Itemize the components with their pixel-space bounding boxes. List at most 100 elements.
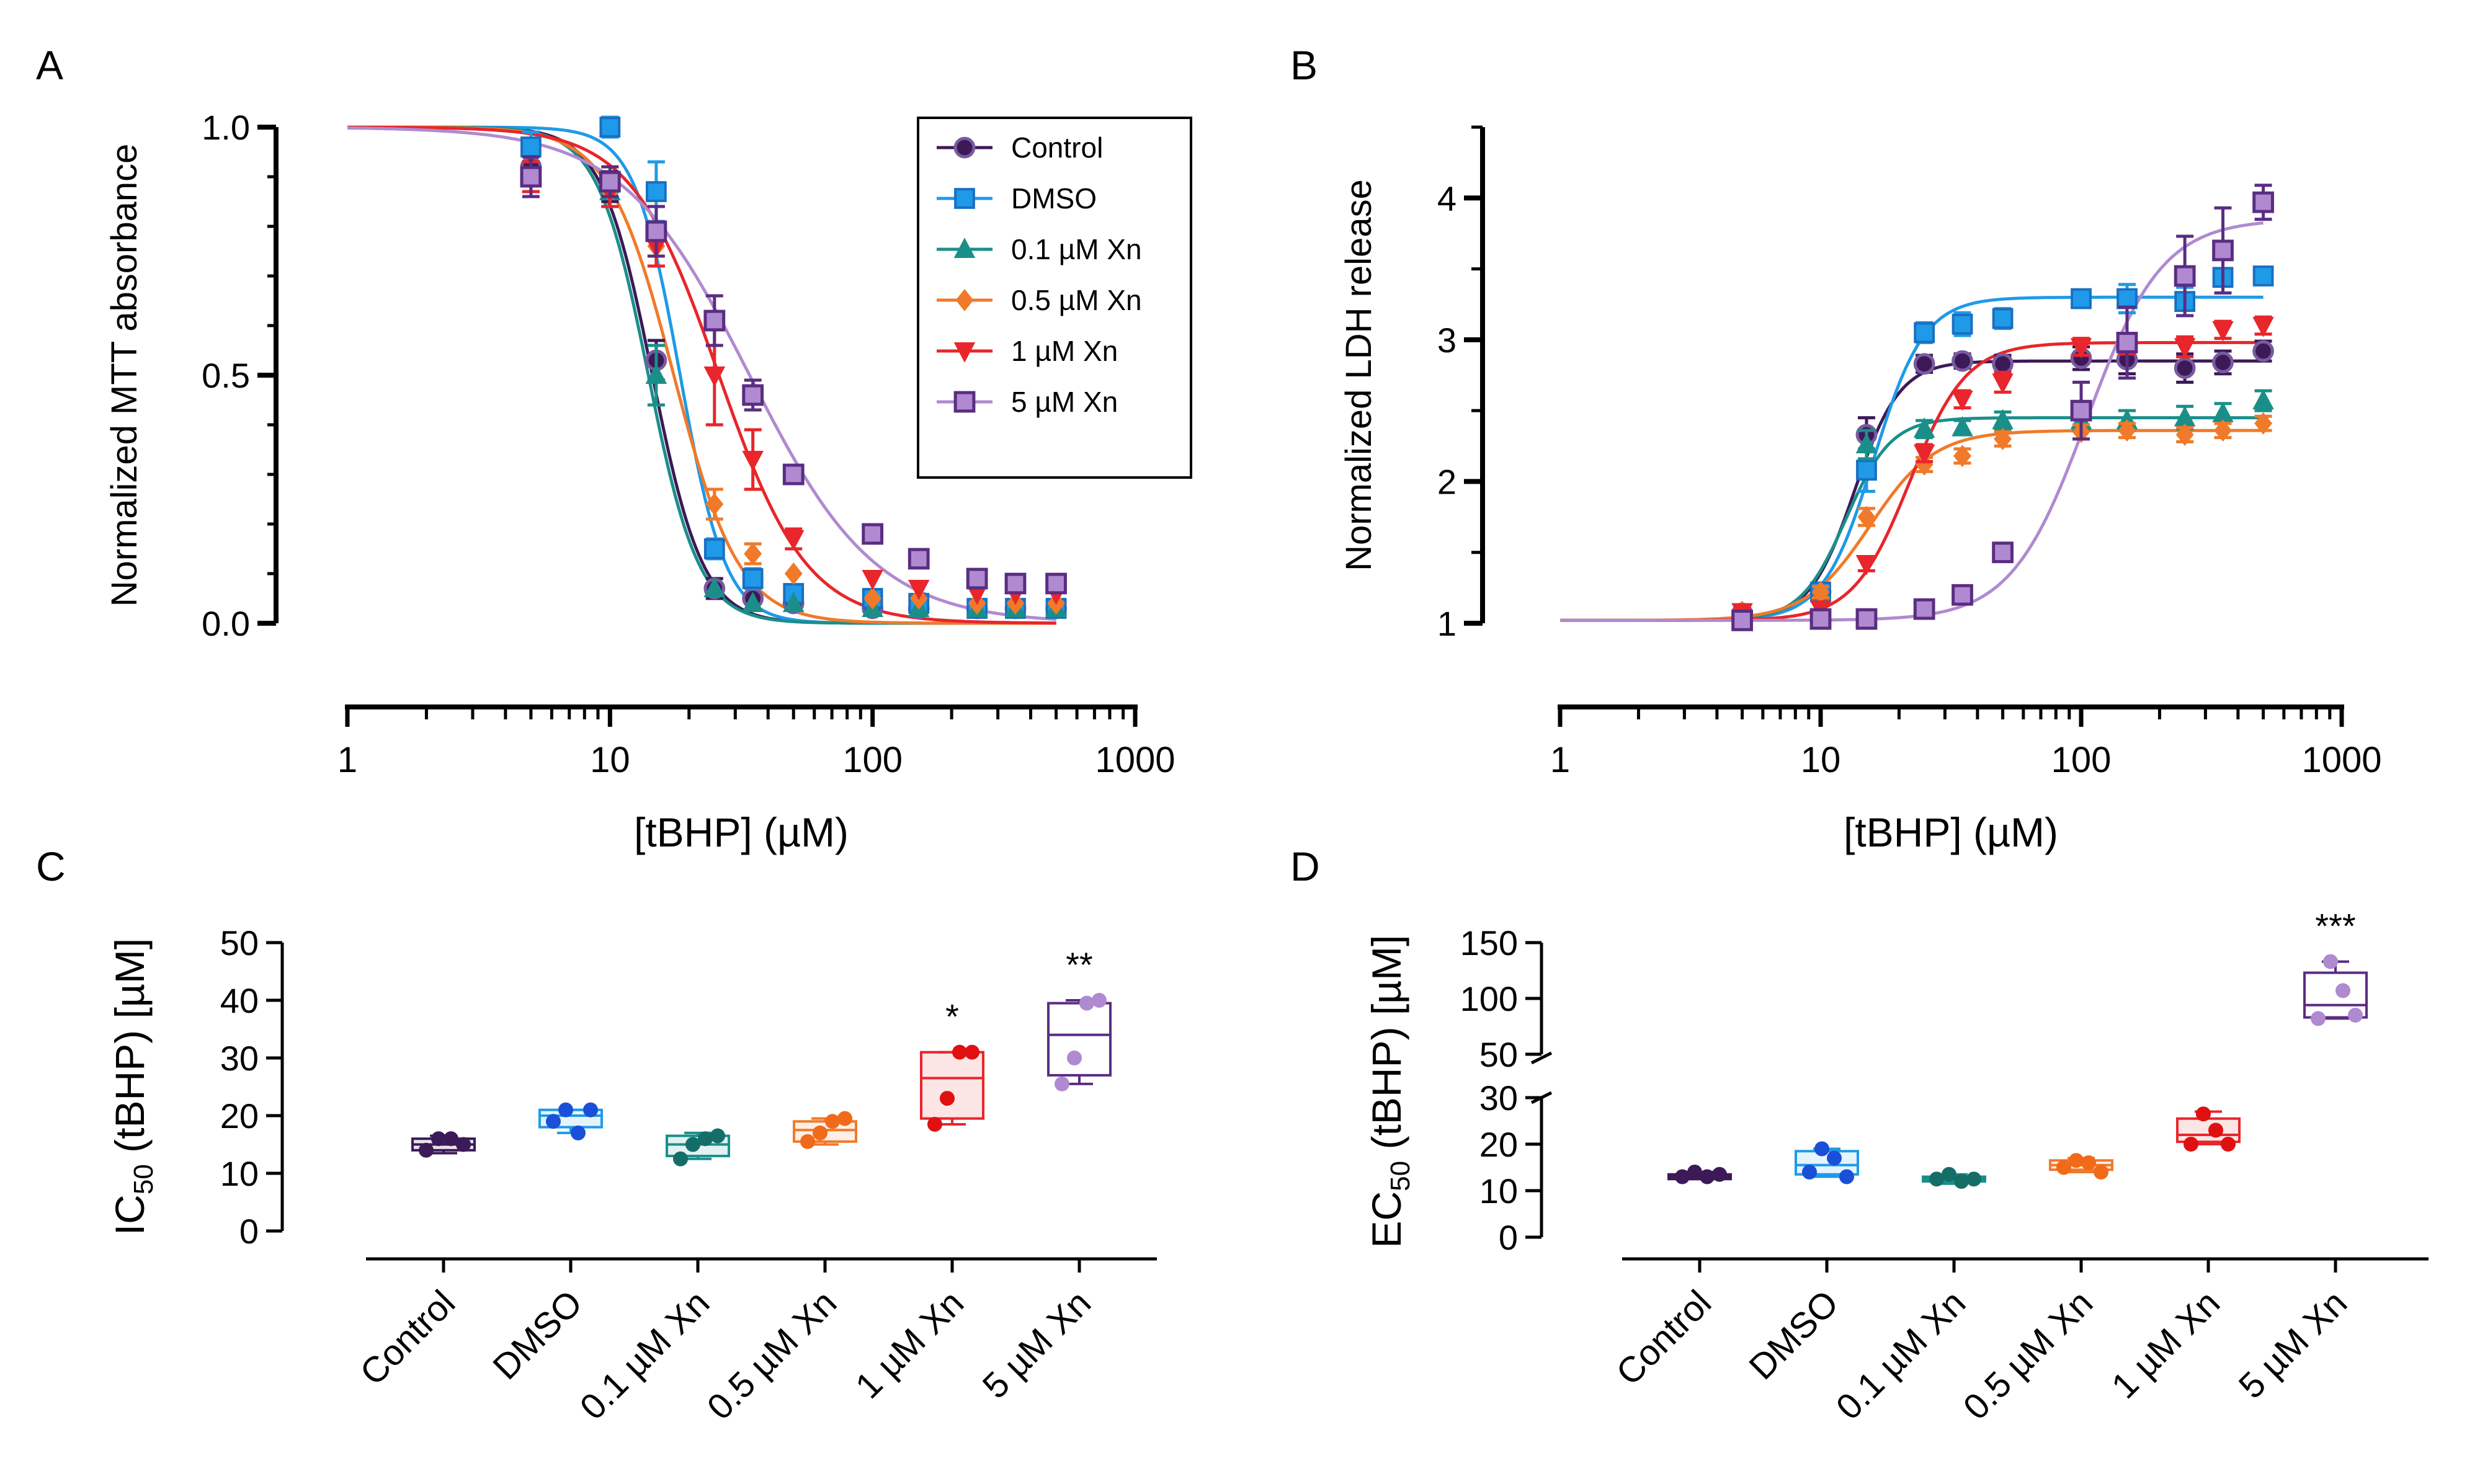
data-point-dmso <box>1992 308 2014 329</box>
legend-marker-1-um-xn <box>953 342 976 363</box>
data-point-0-1-um-xn <box>698 1131 713 1147</box>
fit-curve-1-um-xn <box>1560 340 2264 622</box>
data-point-dmso <box>742 568 764 589</box>
data-point-0-1-um-xn <box>645 363 667 384</box>
data-point-5-um-xn <box>1067 1051 1082 1065</box>
data-point-5-um-xn <box>1092 993 1107 1008</box>
panel-d-ec50-boxplot: D 50 100 150 0 10 20 30 EC50 (tBHP) [µM] Control D… <box>1290 843 2429 1428</box>
data-point-0-1-um-xn <box>710 1128 725 1144</box>
x-tick-label: 10 <box>1801 740 1841 780</box>
data-point-5-um-xn <box>1731 610 1753 631</box>
y-tick-label: 3 <box>1437 321 1457 360</box>
data-point-0-1-um-xn <box>1913 417 1935 438</box>
data-point-dmso <box>1839 1169 1854 1184</box>
y-tick-label: 20 <box>220 1096 259 1135</box>
data-point-dmso <box>1856 460 1877 481</box>
box-5-um-xn <box>2303 971 2368 1019</box>
data-point-control <box>419 1142 434 1158</box>
box-5-um-xn <box>1047 1002 1112 1077</box>
x-tick-label: 1 <box>337 740 357 780</box>
data-point-control <box>1992 353 2014 375</box>
data-point-control <box>2174 357 2196 379</box>
data-point-5-um-xn <box>703 309 726 332</box>
axis-break <box>1530 1051 1553 1065</box>
x-tick-label: 0.5 µM Xn <box>1955 1282 2100 1428</box>
y-tick-label: 20 <box>1479 1125 1518 1164</box>
data-point-dmso <box>1802 1165 1817 1180</box>
legend-label-0-5-um-xn: 0.5 µM Xn <box>1011 284 1142 316</box>
data-point-5-um-xn <box>520 166 542 188</box>
data-point-control <box>2212 352 2234 373</box>
data-point-1-um-xn <box>742 450 764 471</box>
data-point-0-5-um-xn <box>744 543 762 565</box>
fit-curve-control <box>1560 359 2264 622</box>
x-tick-label: 5 µM Xn <box>2231 1282 2355 1406</box>
data-point-1-um-xn <box>862 569 883 590</box>
data-point-5-um-xn <box>1913 598 1935 620</box>
data-point-0-5-um-xn <box>800 1134 815 1149</box>
y-tick-label: 0 <box>1499 1218 1518 1257</box>
data-point-0-1-um-xn <box>673 1151 688 1166</box>
data-point-1-um-xn <box>2196 1106 2211 1122</box>
data-point-5-um-xn <box>2311 1011 2326 1026</box>
x-tick-label: 5 µM Xn <box>975 1282 1099 1406</box>
y-tick-label: 40 <box>220 981 259 1020</box>
data-point-0-5-um-xn <box>2081 1155 2096 1170</box>
y-tick-label: 50 <box>220 923 259 962</box>
data-point-dmso <box>583 1102 598 1117</box>
data-point-1-um-xn <box>1855 554 1878 575</box>
legend-marker-5-um-xn <box>953 391 976 413</box>
fit-curve-5-um-xn <box>1560 221 2264 622</box>
data-point-dmso <box>558 1102 573 1117</box>
data-point-0-1-um-xn <box>1855 433 1878 454</box>
data-point-control <box>1712 1166 1727 1182</box>
y-tick-label: 150 <box>1460 923 1518 962</box>
data-point-0-1-um-xn <box>1952 415 1973 437</box>
data-point-5-um-xn <box>2116 332 2138 353</box>
data-point-5-um-xn <box>1952 584 1973 606</box>
fit-curve-0-1-um-xn <box>1560 416 2264 622</box>
x-tick-label: Control <box>1608 1282 1719 1393</box>
fit-curve-1-um-xn <box>347 125 1056 625</box>
data-point-0-5-um-xn <box>1857 505 1876 528</box>
x-tick-label: 0.5 µM Xn <box>699 1282 844 1428</box>
data-point-0-5-um-xn <box>2056 1160 2071 1175</box>
data-point-0-1-um-xn <box>685 1137 700 1152</box>
data-point-dmso <box>2117 288 2138 309</box>
data-point-1-um-xn <box>965 1044 979 1060</box>
data-point-5-um-xn <box>1992 541 2014 564</box>
data-point-dmso <box>703 538 725 559</box>
y-tick-label: 10 <box>1479 1171 1518 1211</box>
data-point-control <box>1700 1169 1715 1184</box>
data-point-1-um-xn <box>2070 338 2092 359</box>
data-point-control <box>1687 1165 1702 1180</box>
y-tick-label: 10 <box>220 1154 259 1193</box>
y-axis-label: IC50 (tBHP) [µM] <box>107 938 159 1235</box>
data-point-1-um-xn <box>2184 1137 2198 1152</box>
data-point-0-5-um-xn <box>1811 580 1830 603</box>
data-point-0-1-um-xn <box>2212 401 2234 422</box>
x-tick-label: 1000 <box>2301 740 2381 780</box>
panel-label: C <box>36 843 66 889</box>
panel-label: B <box>1290 42 1318 88</box>
data-point-dmso <box>571 1125 586 1140</box>
data-point-1-um-xn <box>2221 1137 2236 1152</box>
data-point-control <box>1675 1169 1690 1184</box>
y-tick-label: 30 <box>1479 1078 1518 1117</box>
data-point-0-1-um-xn <box>1992 409 2014 430</box>
data-point-dmso <box>1814 1141 1829 1157</box>
data-point-0-5-um-xn <box>2118 419 2136 442</box>
y-tick-label: 0.0 <box>202 604 250 643</box>
legend-marker-control <box>953 136 976 159</box>
data-point-1-um-xn <box>966 584 988 605</box>
panel-label: D <box>1290 843 1320 889</box>
data-point-5-um-xn <box>2252 191 2274 213</box>
fit-curve-dmso <box>1560 295 2264 622</box>
y-tick-label: 1 <box>1437 604 1457 643</box>
legend-label-5-um-xn: 5 µM Xn <box>1011 386 1118 418</box>
data-point-1-um-xn <box>2252 316 2274 337</box>
data-point-0-5-um-xn <box>825 1114 840 1129</box>
legend-label-dmso: DMSO <box>1011 182 1097 215</box>
data-point-0-1-um-xn <box>742 592 764 613</box>
